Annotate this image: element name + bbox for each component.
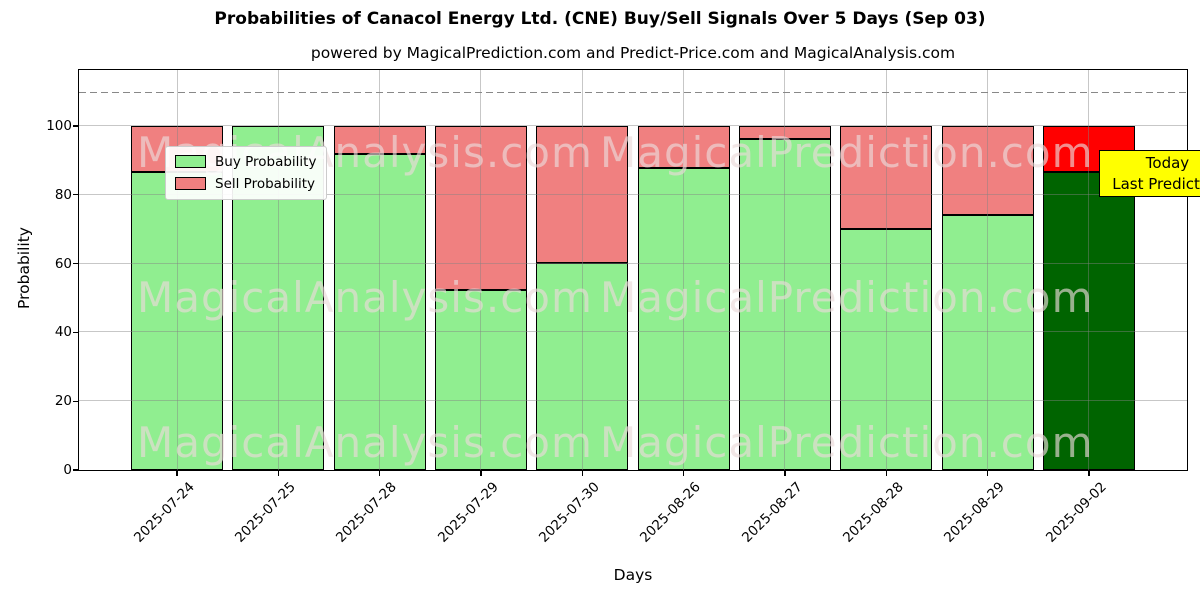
watermark-text: MagicalPrediction.com (600, 273, 1094, 322)
h-gridline (79, 331, 1187, 333)
h-gridline (79, 400, 1187, 402)
v-gridline (176, 70, 178, 470)
bar-segment-sell (941, 126, 1034, 216)
x-tick-label: 2025-08-29 (941, 479, 1008, 546)
x-tick (986, 470, 989, 476)
bar-segment-sell (333, 126, 426, 154)
annotation-line-2: Last Prediction (1112, 175, 1200, 193)
y-tick (73, 263, 79, 265)
bar-segment-buy (1042, 171, 1135, 470)
chart-subtitle: powered by MagicalPrediction.com and Pre… (310, 44, 956, 62)
x-tick (379, 470, 381, 476)
legend: Buy Probability Sell Probability (165, 146, 327, 200)
bar-segment-buy (840, 228, 933, 470)
bar-segment-buy (536, 262, 629, 470)
bar-segment-sell (738, 126, 831, 139)
y-tick (73, 469, 79, 471)
y-tick-label: 0 (63, 462, 72, 478)
y-tick-label: 80 (54, 186, 72, 203)
legend-item-buy: Buy Probability (175, 153, 317, 170)
bar-2025-09-02 (1042, 126, 1135, 470)
bar-segment-buy (941, 215, 1034, 470)
h-gridline (79, 193, 1187, 195)
bar-segment-sell (536, 126, 629, 263)
bar-2025-08-29 (941, 126, 1034, 470)
bar-segment-sell (840, 126, 933, 229)
x-tick (683, 470, 685, 476)
bar-segment-buy (131, 171, 223, 470)
x-tick-label: 2025-09-02 (1042, 479, 1110, 546)
x-tick (1088, 470, 1090, 476)
bar-2025-08-27 (738, 126, 831, 470)
y-tick (73, 194, 79, 196)
bar-segment-sell (637, 126, 730, 168)
watermark-text: MagicalAnalysis.com (137, 273, 593, 322)
today-annotation-box: Today Last Prediction (1099, 150, 1200, 197)
x-tick-label: 2025-08-26 (637, 479, 704, 546)
v-gridline (379, 70, 381, 470)
today-dashed-line (79, 91, 1187, 94)
plot-area: MagicalAnalysis.com MagicalPrediction.co… (78, 69, 1200, 471)
bar-segment-buy (333, 153, 426, 470)
x-tick-label: 2025-07-28 (333, 479, 400, 546)
x-tick (581, 470, 583, 476)
x-tick (480, 470, 482, 476)
bar-2025-08-28 (840, 126, 933, 470)
bar-segment-sell (434, 126, 527, 291)
bar-segment-buy (738, 138, 831, 470)
v-gridline (885, 70, 887, 470)
y-tick (73, 125, 79, 127)
legend-swatch-buy (175, 155, 206, 168)
y-tick-label: 20 (54, 393, 72, 410)
x-tick-label: 2025-07-24 (130, 479, 198, 546)
y-tick-label: 60 (54, 255, 72, 272)
watermark-text: MagicalAnalysis.com (137, 418, 593, 467)
legend-label-buy: Buy Probability (215, 153, 317, 170)
bar-2025-07-28 (333, 126, 426, 470)
annotation-line-1: Today (1145, 154, 1190, 172)
x-tick-label: 2025-07-29 (434, 479, 502, 546)
x-tick-label: 2025-08-28 (839, 479, 907, 546)
v-gridline (480, 70, 482, 470)
x-tick-label: 2025-08-27 (738, 479, 806, 546)
watermark-text: MagicalPrediction.com (600, 418, 1094, 467)
h-gridline (79, 262, 1187, 264)
x-tick (885, 470, 887, 476)
x-tick-label: 2025-07-25 (231, 479, 299, 546)
v-gridline (683, 70, 685, 470)
x-tick (176, 470, 178, 476)
legend-swatch-sell (175, 177, 206, 190)
y-tick (73, 400, 79, 402)
legend-item-sell: Sell Probability (175, 175, 316, 192)
v-gridline (784, 70, 786, 470)
x-tick (784, 470, 786, 476)
watermark-text: MagicalPrediction.com (600, 128, 1094, 177)
bar-2025-07-30 (536, 126, 629, 470)
bar-2025-08-26 (637, 126, 730, 470)
x-tick-label: 2025-07-30 (535, 479, 603, 546)
v-gridline (581, 70, 583, 470)
legend-label-sell: Sell Probability (215, 175, 316, 192)
h-gridline (79, 125, 1187, 126)
v-gridline (987, 70, 989, 470)
v-gridline (1088, 70, 1090, 470)
bar-2025-07-29 (434, 126, 527, 470)
v-gridline (277, 70, 279, 470)
bar-segment-buy (637, 167, 730, 470)
chart-title: Probabilities of Canacol Energy Ltd. (CN… (214, 9, 986, 29)
y-tick-label: 100 (46, 118, 72, 134)
x-tick (277, 470, 279, 476)
y-tick-label: 40 (54, 324, 72, 341)
bar-segment-buy (434, 290, 527, 470)
x-axis-label: Days (613, 566, 653, 584)
y-tick (73, 331, 79, 334)
